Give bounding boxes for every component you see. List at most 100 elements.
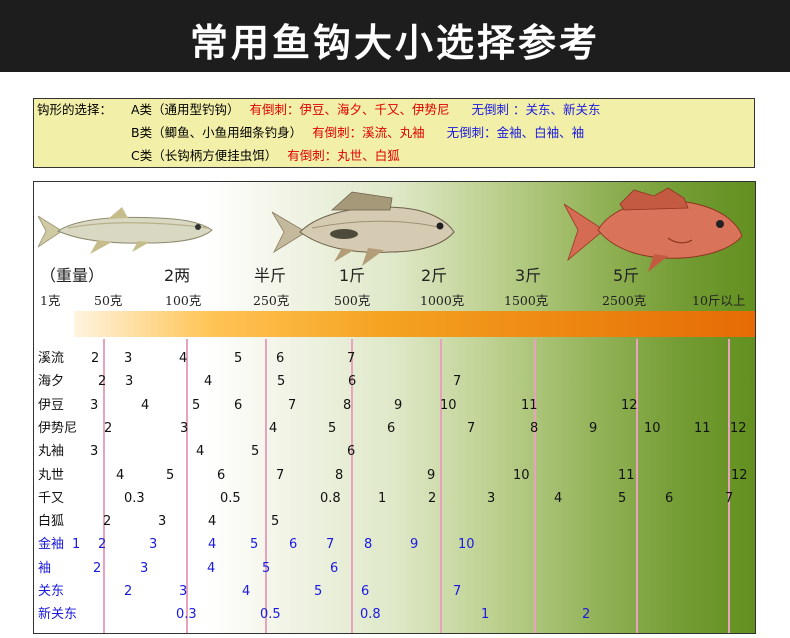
size-cell: 0.3 <box>124 490 145 506</box>
row-label: 千又 <box>38 490 65 506</box>
legend-barbed: 有倒刺：溪流、丸袖 <box>312 125 425 140</box>
weight-label-g: 250克 <box>253 293 290 308</box>
weight-label-g: 50克 <box>94 293 123 308</box>
size-cell: 2 <box>98 374 107 390</box>
legend-row-a: A类（通用型钓钩） 有倒刺：伊豆、海夕、千又、伊势尼 无倒刺 ：关东、新关东 <box>131 100 601 120</box>
size-cell: 6 <box>289 537 298 553</box>
legend-barbless: 无倒刺：金袖、白袖、袖 <box>446 125 585 140</box>
legend-class: A类（通用型钓钩） <box>131 102 240 117</box>
size-cell: 1 <box>378 490 387 506</box>
size-cell: 12 <box>731 467 748 483</box>
size-cell: 6 <box>347 444 356 460</box>
weight-label-cn: 2斤 <box>421 266 448 285</box>
size-cell: 4 <box>208 537 217 553</box>
hook-type-legend: 钩形的选择： A类（通用型钓钩） 有倒刺：伊豆、海夕、千又、伊势尼 无倒刺 ：关… <box>33 98 755 168</box>
size-cell: 6 <box>348 374 357 390</box>
weight-label-cn: 2两 <box>164 266 191 285</box>
size-cell: 2 <box>91 351 100 366</box>
grid-line <box>440 339 442 633</box>
size-cell: 6 <box>361 584 370 599</box>
size-cell: 7 <box>347 351 356 366</box>
size-cell: 3 <box>158 514 167 530</box>
size-cell: 10 <box>458 537 475 553</box>
size-cell: 7 <box>467 420 476 436</box>
weight-label-g: 1克 <box>40 293 61 308</box>
size-cell: 6 <box>217 467 226 483</box>
size-cell: 5 <box>271 514 280 530</box>
size-cell: 1 <box>481 607 490 623</box>
grid-line <box>351 339 353 633</box>
size-cell: 11 <box>521 397 538 413</box>
size-cell: 5 <box>192 397 201 413</box>
size-cell: 2 <box>104 420 113 436</box>
grid-line <box>103 339 105 633</box>
size-cell: 10 <box>440 397 457 413</box>
legend-barbed: 有倒刺：丸世、白狐 <box>287 148 400 163</box>
size-cell: 4 <box>141 397 150 413</box>
size-cell: 4 <box>208 514 217 530</box>
size-cell: 5 <box>314 584 323 599</box>
size-cell: 10 <box>644 420 661 436</box>
row-label: 伊势尼 <box>38 420 78 436</box>
size-cell: 3 <box>124 351 133 366</box>
size-cell: 4 <box>269 420 278 436</box>
weight-label-g: 100克 <box>165 293 202 308</box>
legend-row-b: B类（鲫鱼、小鱼用细条钓身） 有倒刺：溪流、丸袖 无倒刺：金袖、白袖、袖 <box>131 123 584 143</box>
size-cell: 5 <box>328 420 337 436</box>
weight-label-g: 2500克 <box>602 293 647 308</box>
grid-line <box>728 339 730 633</box>
size-cell: 11 <box>694 420 711 436</box>
size-cell: 3 <box>179 584 188 599</box>
size-cell: 0.3 <box>176 607 197 623</box>
size-cell: 6 <box>276 351 285 366</box>
size-cell: 5 <box>250 537 259 553</box>
size-cell: 6 <box>330 560 339 576</box>
size-cell: 7 <box>453 584 462 599</box>
size-cell: 4 <box>554 490 563 506</box>
row-label: 袖 <box>38 560 52 576</box>
grid-line <box>534 339 536 633</box>
row-label: 伊豆 <box>38 397 65 413</box>
size-cell: 3 <box>487 490 496 506</box>
size-cell: 4 <box>204 374 213 390</box>
size-cell: 12 <box>730 420 747 436</box>
weight-label-cn: 3斤 <box>515 266 542 285</box>
size-cell: 4 <box>207 560 216 576</box>
size-cell: 3 <box>149 537 158 553</box>
size-cell: 8 <box>343 397 352 413</box>
weight-label-g: 1500克 <box>504 293 549 308</box>
size-cell: 4 <box>116 467 125 483</box>
weight-label-g: 10斤以上 <box>692 293 746 308</box>
row-label: 丸世 <box>38 467 65 483</box>
legend-class: B类（鲫鱼、小鱼用细条钓身） <box>131 125 303 140</box>
size-cell: 11 <box>618 467 635 483</box>
page-title: 常用鱼钩大小选择参考 <box>189 21 600 65</box>
size-cell: 5 <box>262 560 271 576</box>
size-cell: 2 <box>582 607 591 623</box>
legend-barbless: 无倒刺 ：关东、新关东 <box>471 102 601 117</box>
row-label: 丸袖 <box>38 444 65 460</box>
size-cell: 6 <box>387 420 396 436</box>
size-cell: 6 <box>234 397 243 413</box>
size-cell: 9 <box>410 537 419 553</box>
orange-gradient-bar <box>74 311 755 337</box>
grid-line <box>265 339 267 633</box>
size-cell: 1 <box>72 537 81 553</box>
size-cell: 9 <box>589 420 598 436</box>
grid-line <box>636 339 638 633</box>
size-cell: 8 <box>335 467 344 483</box>
row-label: 关东 <box>38 584 65 599</box>
weight-label-cn: 1斤 <box>339 266 366 285</box>
size-cell: 8 <box>364 537 373 553</box>
size-cell: 6 <box>665 490 674 506</box>
size-cell: 3 <box>125 374 134 390</box>
size-cell: 3 <box>140 560 149 576</box>
grid-line <box>186 339 188 633</box>
title-banner: 常用鱼钩大小选择参考 <box>0 0 790 72</box>
weight-label-cn: （重量） <box>40 266 105 285</box>
size-cell: 4 <box>179 351 188 366</box>
weight-label-g: 1000克 <box>420 293 465 308</box>
size-cell: 3 <box>180 420 189 436</box>
size-cell: 7 <box>326 537 335 553</box>
size-cell: 3 <box>90 444 99 460</box>
